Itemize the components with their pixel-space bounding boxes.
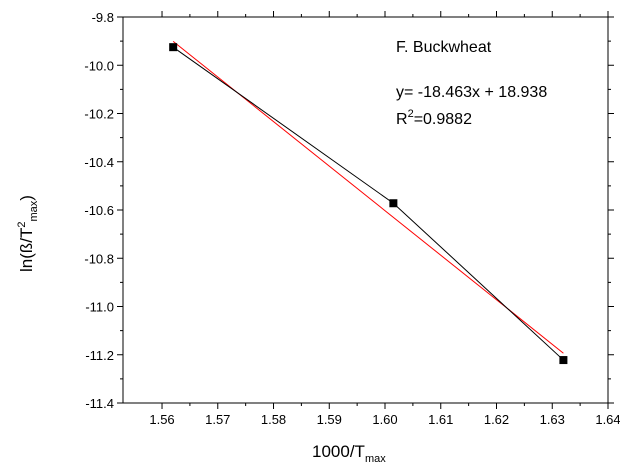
x-axis-title-main: 1000/T bbox=[312, 442, 365, 461]
r-squared: R2=0.9882 bbox=[396, 108, 472, 128]
x-tick-label: 1.63 bbox=[540, 412, 565, 427]
y-axis-title-sub: max bbox=[28, 200, 40, 221]
y-tick-label: -10.2 bbox=[84, 107, 114, 122]
x-axis-title-sub: max bbox=[365, 453, 386, 464]
y-tick-label: -10.4 bbox=[84, 155, 114, 170]
fit-equation: y= -18.463x + 18.938 bbox=[396, 84, 547, 101]
x-tick-label: 1.60 bbox=[372, 412, 397, 427]
data-series bbox=[169, 43, 568, 365]
y-tick-label: -11.4 bbox=[85, 396, 114, 411]
y-axis-title: ln(ß/T2max) bbox=[16, 195, 40, 272]
y-tick-label: -9.8 bbox=[92, 10, 114, 25]
y-tick-label: -10.0 bbox=[84, 58, 114, 73]
x-axis-title: 1000/Tmax bbox=[312, 442, 386, 464]
y-tick-label: -11.2 bbox=[85, 348, 114, 363]
y-axis-title-pre: ln(ß/T bbox=[17, 228, 36, 272]
r2-superscript: 2 bbox=[408, 108, 414, 120]
x-tick-label: 1.62 bbox=[484, 412, 509, 427]
x-tick-label: 1.56 bbox=[149, 412, 174, 427]
x-tick-label: 1.58 bbox=[261, 412, 286, 427]
x-tick-label: 1.64 bbox=[595, 412, 620, 427]
x-tick-label: 1.57 bbox=[205, 412, 230, 427]
ticks: 1.56 1.57 1.58 1.59 1.60 1.61 1.62 1.63 1.64 -9.8… bbox=[84, 10, 620, 427]
y-axis-title-sup: 2 bbox=[16, 221, 28, 227]
data-point bbox=[559, 356, 568, 365]
r2-value: =0.9882 bbox=[414, 111, 472, 128]
x-tick-label: 1.61 bbox=[428, 412, 453, 427]
y-tick-label: -11.0 bbox=[85, 300, 114, 315]
x-tick-label: 1.59 bbox=[317, 412, 342, 427]
y-axis-title-post: ) bbox=[17, 195, 36, 201]
data-point bbox=[389, 199, 398, 208]
plot-frame bbox=[122, 16, 609, 404]
r2-prefix: R bbox=[396, 111, 408, 128]
sample-label: F. Buckwheat bbox=[396, 39, 492, 56]
y-tick-label: -10.8 bbox=[84, 251, 114, 266]
data-point bbox=[169, 43, 178, 52]
y-tick-label: -10.6 bbox=[84, 203, 114, 218]
